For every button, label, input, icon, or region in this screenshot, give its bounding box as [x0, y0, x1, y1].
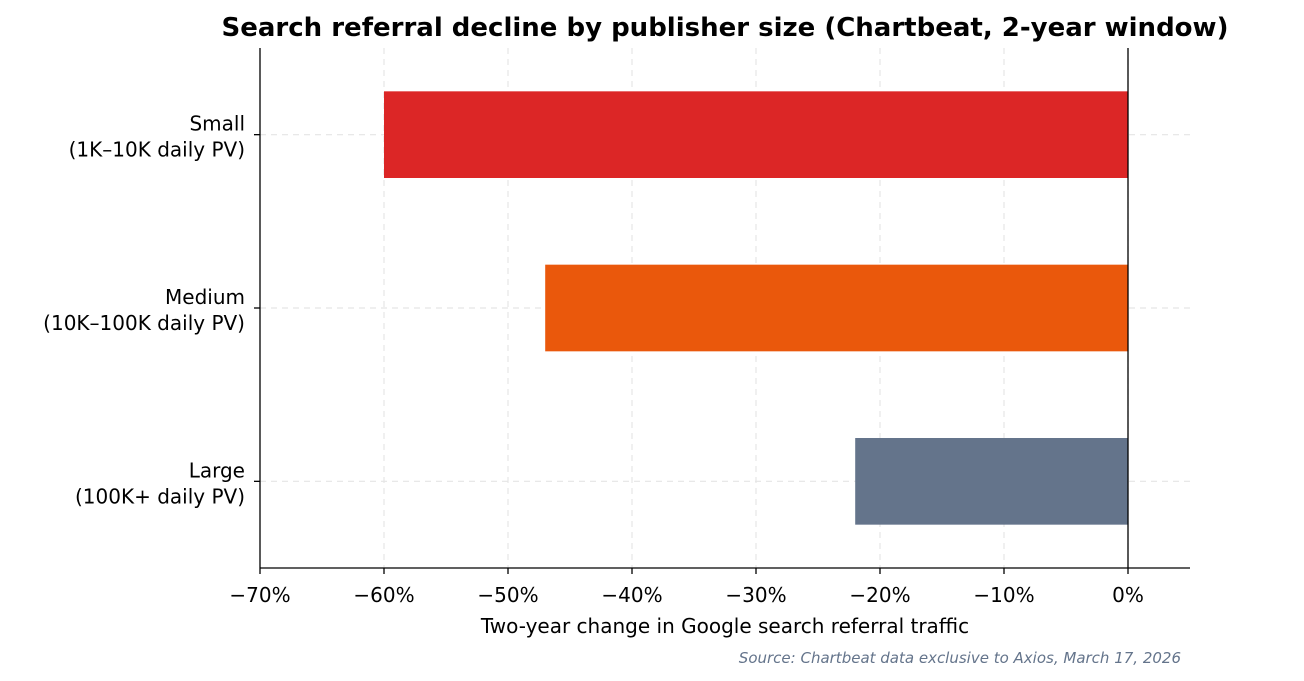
x-tick-label: −70%: [229, 583, 290, 607]
x-tick-label: −30%: [725, 583, 786, 607]
y-axis-ticks: Small (1K–10K daily PV) Medium (10K–100K da…: [43, 112, 260, 508]
x-tick-label: 0%: [1112, 583, 1144, 607]
y-tick-label-line: (100K+ daily PV): [75, 484, 245, 508]
y-tick-label: Small (1K–10K daily PV): [69, 112, 245, 162]
y-tick-label: Large (100K+ daily PV): [75, 458, 245, 508]
source-note: Source: Chartbeat data exclusive to Axio…: [739, 649, 1181, 667]
bar: [384, 91, 1128, 178]
x-tick-label: −20%: [849, 583, 910, 607]
x-tick-label: −60%: [353, 583, 414, 607]
x-tick-label: −50%: [477, 583, 538, 607]
chart-title: Search referral decline by publisher siz…: [222, 13, 1229, 43]
x-axis-ticks: −70% −60% −50% −40% −30% −20% −10% 0%: [229, 568, 1144, 607]
y-tick-label-line: (1K–10K daily PV): [69, 138, 245, 162]
x-tick-label: −40%: [601, 583, 662, 607]
bar: [545, 264, 1128, 352]
bars: [384, 91, 1128, 525]
y-tick-label-line: Medium: [165, 285, 245, 309]
y-tick-label-line: Small: [189, 112, 245, 136]
x-axis-label: Two-year change in Google search referra…: [480, 614, 969, 638]
y-tick-label-line: (10K–100K daily PV): [43, 311, 245, 335]
y-tick-label-line: Large: [189, 458, 245, 482]
bar: [855, 438, 1128, 525]
y-tick-label: Medium (10K–100K daily PV): [43, 285, 245, 335]
x-tick-label: −10%: [973, 583, 1034, 607]
